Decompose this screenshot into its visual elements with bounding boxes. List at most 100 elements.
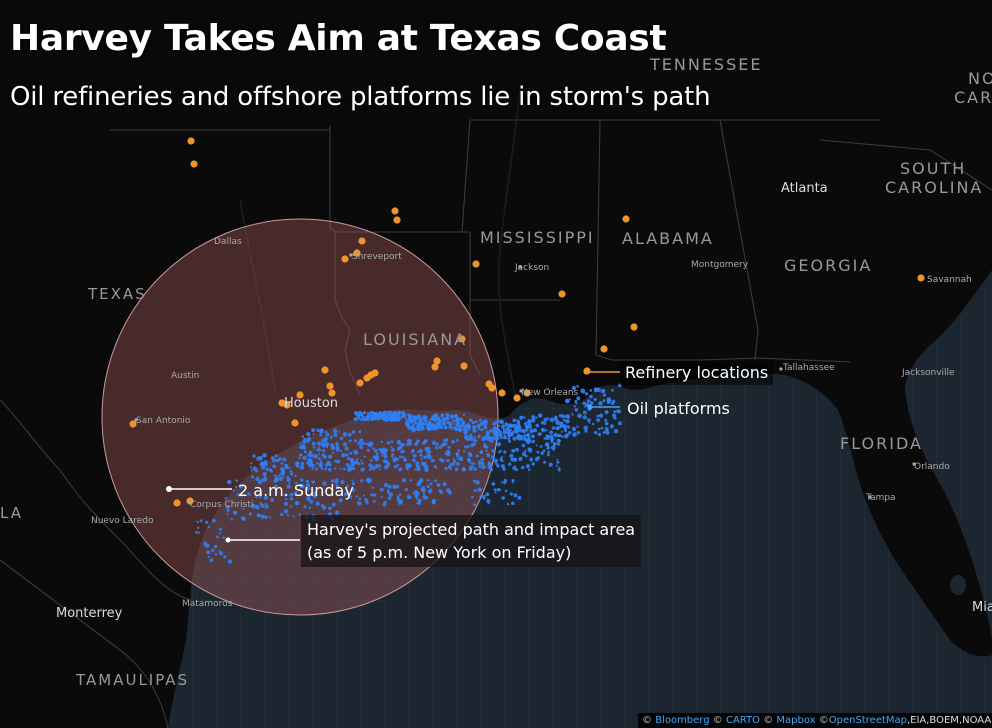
refinery-marker: [630, 323, 638, 331]
oil-platform-marker: [478, 418, 482, 422]
oil-platform-marker: [219, 532, 221, 535]
oil-platform-marker: [567, 414, 570, 418]
oil-platform-marker: [439, 425, 444, 429]
oil-platform-marker: [270, 498, 274, 502]
oil-platform-marker: [479, 494, 483, 498]
refinery-marker: [356, 379, 364, 387]
oil-platform-marker: [406, 442, 410, 447]
attribution-mapbox-link[interactable]: Mapbox: [776, 715, 816, 726]
oil-platform-marker: [455, 419, 459, 423]
oil-platform-marker: [371, 415, 376, 420]
oil-platform-marker: [264, 515, 268, 519]
oil-platform-marker: [430, 459, 435, 463]
oil-platform-marker: [416, 450, 420, 454]
oil-platform-marker: [359, 445, 364, 449]
oil-platforms-layer: [195, 383, 622, 564]
city-label-dallas: Dallas: [214, 237, 242, 247]
oil-platform-marker: [440, 458, 445, 463]
oil-platform-marker: [544, 443, 548, 446]
oil-platform-marker: [495, 462, 498, 466]
oil-platform-marker: [227, 559, 232, 564]
oil-platform-marker: [507, 435, 511, 439]
attribution-bloomberg-link[interactable]: Bloomberg: [655, 715, 710, 726]
oil-platform-marker: [205, 520, 209, 525]
oil-platform-marker: [302, 439, 307, 444]
oil-platform-marker: [496, 442, 502, 447]
oil-platform-marker: [195, 531, 198, 534]
oil-platform-marker: [480, 457, 485, 462]
oil-platform-marker: [266, 467, 269, 471]
oil-platform-marker: [347, 464, 350, 468]
oil-platform-marker: [518, 428, 523, 433]
oil-platform-marker: [311, 441, 316, 446]
oil-platform-marker: [415, 461, 420, 466]
oil-platform-marker: [470, 443, 475, 448]
oil-platform-marker: [599, 413, 604, 418]
oil-platform-marker: [397, 448, 400, 451]
legend-platform-label: Oil platforms: [627, 399, 730, 418]
oil-platform-marker: [473, 435, 477, 439]
oil-platform-marker: [553, 432, 558, 438]
oil-platform-marker: [286, 477, 291, 483]
oil-platform-marker: [495, 420, 499, 424]
oil-platform-marker: [338, 430, 340, 433]
oil-platform-marker: [316, 441, 322, 447]
oil-platform-marker: [393, 465, 398, 469]
oil-platform-marker: [330, 443, 334, 447]
oil-platform-marker: [454, 467, 459, 472]
oil-platform-marker: [464, 435, 468, 440]
oil-platform-marker: [466, 457, 471, 462]
oil-platform-marker: [411, 448, 415, 453]
oil-platform-marker: [466, 445, 470, 449]
oil-platform-marker: [582, 390, 585, 394]
oil-platform-marker: [429, 426, 432, 429]
oil-platform-marker: [582, 415, 587, 420]
oil-platform-marker: [259, 492, 262, 495]
oil-platform-marker: [304, 450, 307, 454]
oil-platform-marker: [386, 489, 389, 492]
oil-platform-marker: [565, 398, 569, 403]
oil-platform-marker: [509, 492, 513, 496]
oil-platform-marker: [345, 484, 349, 488]
oil-platform-marker: [252, 466, 257, 471]
oil-platform-marker: [209, 558, 214, 562]
oil-platform-marker: [422, 415, 427, 420]
oil-platform-marker: [492, 421, 496, 426]
oil-platform-marker: [286, 475, 290, 479]
oil-platform-marker: [331, 502, 336, 507]
oil-platform-marker: [412, 453, 417, 458]
oil-platform-marker: [290, 472, 294, 476]
attribution-carto-link[interactable]: CARTO: [725, 715, 760, 726]
oil-platform-marker: [444, 438, 449, 442]
oil-platform-marker: [368, 415, 371, 418]
refinery-marker: [371, 369, 379, 377]
city-label-austin: Austin: [171, 371, 199, 381]
oil-platform-marker: [396, 417, 401, 422]
oil-platform-marker: [444, 466, 448, 471]
oil-platform-marker: [232, 489, 235, 492]
oil-platform-marker: [383, 459, 387, 464]
oil-platform-marker: [568, 431, 572, 435]
oil-platform-marker: [314, 454, 317, 457]
oil-platform-marker: [396, 440, 401, 445]
oil-platform-marker: [446, 420, 450, 425]
oil-platform-marker: [517, 495, 522, 500]
oil-platform-marker: [597, 433, 602, 437]
attribution-osm-link[interactable]: OpenStreetMap: [828, 715, 907, 726]
oil-platform-marker: [584, 392, 589, 396]
city-label-orlando: Orlando: [914, 462, 950, 472]
oil-platform-marker: [477, 435, 481, 439]
city-label-nuevo-laredo: Nuevo Laredo: [91, 516, 154, 526]
city-label-savannah: Savannah: [927, 275, 972, 285]
oil-platform-marker: [406, 438, 411, 443]
oil-platform-marker: [381, 454, 384, 457]
city-label-corpus-christi: Corpus Christi: [190, 500, 253, 510]
oil-platform-marker: [206, 550, 211, 555]
leader-lines: [166, 369, 620, 543]
oil-platform-marker: [396, 458, 400, 461]
oil-platform-marker: [320, 460, 323, 463]
oil-platform-marker: [521, 428, 527, 434]
oil-platform-marker: [511, 501, 515, 506]
oil-platform-marker: [531, 418, 536, 423]
